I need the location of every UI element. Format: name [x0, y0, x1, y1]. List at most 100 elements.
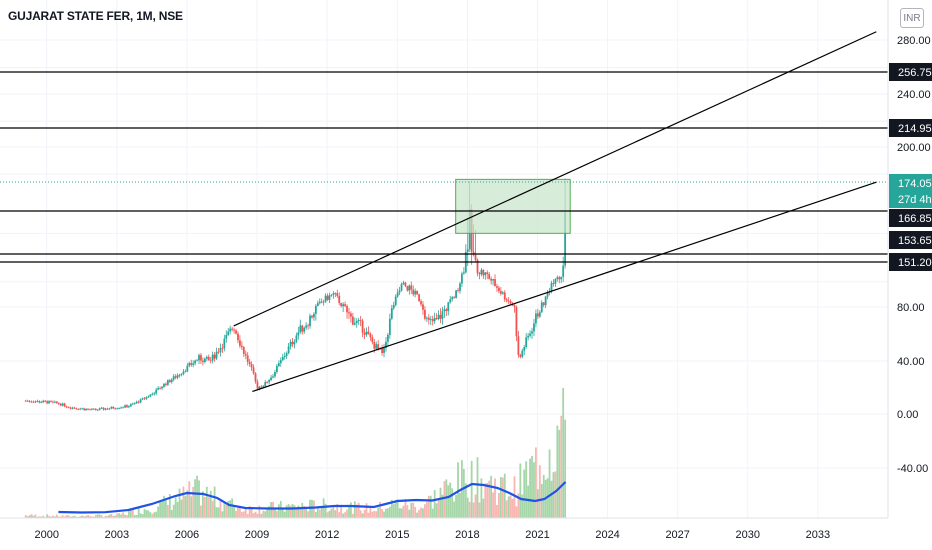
volume-bar	[560, 415, 563, 518]
trend-line-channel-lower[interactable]	[252, 181, 877, 393]
price-axis-tick-label: 240.00	[897, 89, 931, 101]
volume-bar	[373, 510, 376, 518]
volume-bar	[410, 502, 413, 518]
candle-body	[114, 408, 117, 410]
volume-bar	[385, 508, 387, 518]
candle-body	[313, 313, 315, 318]
candle-body	[416, 290, 419, 295]
candle-body	[488, 274, 491, 279]
volume-bar	[400, 508, 403, 518]
candle-body	[441, 311, 444, 319]
volume-bar	[227, 500, 230, 518]
volume-bar	[46, 514, 49, 518]
volume-bar	[314, 511, 317, 518]
volume-bar	[425, 501, 428, 518]
candle-body	[133, 403, 136, 404]
candle-body	[172, 376, 175, 380]
volume-bar	[30, 514, 33, 518]
volume-bar	[26, 516, 29, 518]
time-axis-tick-label: 2015	[385, 529, 409, 541]
candle-body	[490, 278, 493, 281]
candle-body	[363, 332, 366, 335]
volume-bar	[67, 515, 70, 518]
candle-body	[348, 312, 350, 314]
volume-bar	[120, 514, 123, 518]
candle-body	[118, 408, 121, 409]
time-axis[interactable]	[0, 518, 932, 550]
price-axis-tick-label: 280.00	[897, 35, 931, 47]
volume-bar	[168, 494, 171, 518]
volume-bar	[330, 508, 333, 518]
candle-body	[73, 407, 76, 409]
candle-body	[466, 249, 469, 253]
highlight-zone-rectangle[interactable]	[455, 178, 571, 234]
candle-body	[560, 276, 563, 280]
volume-bar	[65, 515, 68, 518]
candle-body	[250, 364, 253, 368]
candle-body	[163, 383, 165, 387]
volume-bar	[550, 480, 553, 518]
candle-body	[198, 355, 200, 361]
volume-bar	[416, 512, 419, 518]
candle-body	[330, 294, 333, 296]
volume-bar	[42, 515, 45, 518]
candle-body	[102, 407, 105, 410]
candle-body	[36, 401, 39, 402]
volume-bar	[250, 508, 253, 518]
volume-bar	[496, 504, 498, 518]
candle-body	[507, 300, 510, 302]
trend-line-channel-upper[interactable]	[233, 31, 877, 327]
price-level-tag[interactable]	[889, 63, 932, 81]
candle-body	[52, 401, 54, 403]
price-axis[interactable]	[888, 0, 932, 550]
volume-bar	[297, 505, 300, 518]
volume-bar	[166, 504, 169, 518]
candle-body	[46, 401, 49, 404]
last-price-tag[interactable]	[889, 174, 932, 208]
candle-body	[486, 272, 489, 275]
volume-bar	[299, 507, 302, 518]
volume-bar	[239, 506, 241, 518]
price-level-tag[interactable]	[889, 119, 932, 137]
volume-bar	[507, 496, 510, 518]
volume-bar	[509, 495, 512, 518]
volume-bar	[562, 388, 565, 518]
volume-bar	[494, 478, 496, 518]
volume-bar	[316, 508, 319, 518]
candle-body	[200, 355, 202, 361]
volume-bar	[237, 507, 239, 518]
volume-bar	[486, 483, 489, 518]
volume-bar	[441, 494, 444, 518]
candle-body	[521, 350, 524, 357]
volume-bar	[28, 515, 31, 518]
candle-body	[28, 400, 31, 402]
price-level-tag[interactable]	[889, 209, 932, 227]
volume-bar	[470, 460, 473, 518]
currency-badge[interactable]: INR	[900, 8, 924, 28]
volume-bar	[190, 496, 193, 518]
candle-body	[309, 315, 311, 327]
volume-bar	[466, 497, 469, 518]
volume-bar	[453, 501, 456, 518]
candle-body	[283, 356, 286, 358]
volume-bar	[334, 510, 337, 518]
volume-bar	[256, 513, 259, 518]
candle-body	[499, 291, 502, 294]
candle-body	[211, 354, 214, 361]
volume-bar	[548, 449, 551, 518]
candle-body	[303, 327, 306, 332]
volume-bar	[89, 515, 91, 518]
price-level-tag[interactable]	[889, 253, 932, 271]
volume-bar	[369, 506, 372, 518]
volume-bar	[176, 501, 179, 518]
candle-body	[277, 363, 280, 366]
candle-body	[276, 365, 278, 373]
volume-bar	[85, 515, 87, 518]
candle-body	[517, 336, 520, 355]
price-level-tag[interactable]	[889, 231, 932, 249]
volume-bar	[52, 515, 54, 518]
volume-bar	[59, 516, 62, 518]
volume-bar	[233, 507, 235, 518]
volume-bar	[309, 499, 311, 518]
